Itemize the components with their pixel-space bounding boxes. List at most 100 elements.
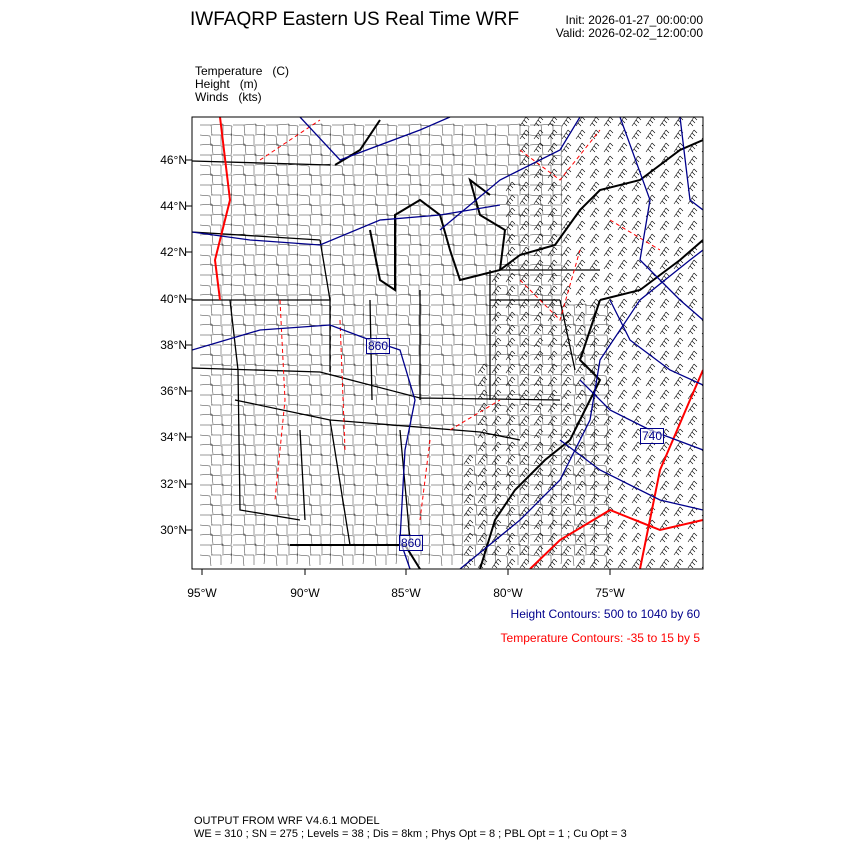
- wind-barb: [687, 168, 698, 179]
- county-border: [441, 324, 454, 336]
- wind-barb: [603, 519, 614, 530]
- county-border: [397, 224, 410, 237]
- county-border: [573, 414, 586, 426]
- county-border: [430, 464, 443, 477]
- wind-barb: [561, 117, 572, 127]
- county-border: [254, 544, 266, 557]
- county-border: [310, 284, 321, 295]
- wind-barb: [547, 506, 558, 517]
- wind-barb: [575, 155, 586, 166]
- wind-barb: [687, 532, 698, 543]
- county-border: [430, 194, 443, 207]
- wind-barb: [589, 480, 600, 491]
- county-border: [244, 134, 255, 145]
- county-border: [519, 144, 530, 156]
- plot-title: IWFAQRP Eastern US Real Time WRF: [190, 9, 520, 30]
- county-border: [287, 283, 299, 295]
- county-border: [365, 544, 378, 556]
- wind-barb: [603, 428, 614, 439]
- county-border: [419, 424, 431, 437]
- county-border: [529, 143, 544, 155]
- county-border: [353, 313, 365, 325]
- wind-barb: [631, 467, 642, 478]
- wind-barb: [673, 337, 684, 348]
- county-border: [265, 254, 278, 267]
- county-border: [463, 473, 478, 485]
- wind-barb: [491, 402, 502, 413]
- county-border: [276, 504, 289, 516]
- wind-barb: [645, 272, 656, 283]
- wind-barb: [561, 233, 572, 244]
- wind-barb: [631, 402, 642, 413]
- county-border: [386, 313, 398, 325]
- county-border: [386, 223, 398, 235]
- county-border: [210, 354, 223, 366]
- county-border: [552, 354, 563, 366]
- lat-label: 42°N: [160, 245, 187, 259]
- county-border: [540, 243, 554, 254]
- wind-barb: [575, 168, 586, 179]
- county-border: [442, 554, 453, 565]
- county-border: [485, 223, 497, 235]
- county-border: [584, 454, 596, 467]
- wind-barb: [519, 532, 530, 543]
- county-border: [419, 553, 431, 565]
- wind-barb: [547, 428, 558, 439]
- county-border: [474, 324, 487, 336]
- county-border: [276, 153, 290, 164]
- wind-barb: [645, 117, 656, 127]
- county-border: [518, 463, 530, 475]
- county-border: [573, 384, 586, 396]
- county-border: [508, 374, 519, 385]
- wind-barb: [617, 337, 628, 348]
- county-border: [519, 174, 530, 186]
- county-border: [419, 433, 431, 445]
- county-border: [398, 274, 411, 286]
- county-border: [508, 194, 519, 205]
- wind-barb: [561, 272, 572, 283]
- county-border: [463, 524, 476, 537]
- county-border: [442, 164, 453, 175]
- county-border: [332, 184, 345, 196]
- county-border: [474, 384, 487, 396]
- wind-barb: [645, 363, 656, 374]
- county-border: [551, 424, 563, 437]
- county-border: [518, 493, 530, 505]
- wind-barb: [533, 480, 544, 491]
- wind-barb: [561, 168, 572, 179]
- county-border: [453, 384, 464, 396]
- county-border: [265, 173, 280, 185]
- county-border: [353, 364, 365, 377]
- county-border: [276, 264, 289, 276]
- wind-barb: [561, 246, 572, 257]
- county-border: [375, 534, 388, 546]
- wind-barb: [659, 493, 670, 504]
- wind-barb: [659, 207, 670, 218]
- county-border: [563, 544, 576, 556]
- county-border: [595, 323, 610, 335]
- wind-barb: [589, 259, 600, 270]
- wind-barb: [673, 480, 684, 491]
- county-border: [530, 304, 543, 316]
- county-border: [518, 124, 530, 137]
- county-border: [408, 273, 422, 284]
- county-border: [221, 184, 233, 197]
- county-border: [386, 214, 398, 227]
- county-border: [573, 333, 587, 344]
- county-border: [430, 233, 445, 245]
- county-border: [320, 364, 332, 377]
- county-border: [244, 524, 255, 535]
- county-border: [584, 304, 596, 317]
- county-border: [255, 294, 266, 306]
- wind-barb: [659, 220, 670, 231]
- wind-barb: [687, 415, 698, 426]
- county-border: [507, 123, 521, 134]
- county-border: [321, 384, 332, 396]
- county-border: [199, 443, 214, 455]
- county-border: [420, 474, 431, 486]
- county-border: [309, 264, 322, 276]
- county-border: [441, 303, 455, 314]
- county-border: [298, 254, 311, 267]
- wind-barb: [534, 572, 543, 581]
- county-border: [254, 493, 266, 505]
